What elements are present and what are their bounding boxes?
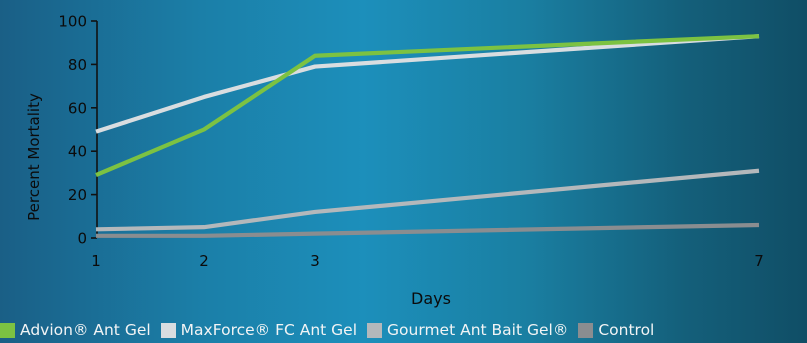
series-line-1 — [95, 34, 760, 178]
legend-swatch — [578, 322, 594, 338]
legend-swatch — [0, 322, 15, 338]
x-tick-label: 1 — [91, 252, 101, 270]
legend-swatch — [160, 322, 176, 338]
legend-label: MaxForce® FC Ant Gel — [180, 321, 358, 339]
legend-label: Control — [598, 321, 655, 339]
y-tick-label: 100 — [58, 13, 87, 31]
chart-legend: Advion® Ant Gel MaxForce® FC Ant Gel Gourm… — [0, 319, 807, 341]
chart-axes: 0 20 40 60 80 100 1 2 3 7 — [58, 13, 763, 271]
series-layer — [95, 34, 760, 238]
series-line-4 — [96, 222, 760, 238]
x-axis-label: Days — [411, 289, 451, 308]
y-tick-label: 60 — [68, 99, 87, 117]
series-line-3 — [95, 168, 760, 232]
series-line-2 — [95, 34, 760, 134]
legend-item: Advion® Ant Gel — [0, 321, 151, 339]
y-tick-label: 40 — [68, 143, 87, 161]
y-tick-label: 20 — [68, 186, 87, 204]
x-tick-label: 2 — [199, 252, 209, 270]
y-tick-label: 80 — [68, 56, 87, 74]
x-tick-label: 7 — [754, 252, 764, 270]
legend-label: Gourmet Ant Bait Gel® — [387, 321, 569, 339]
legend-label: Advion® Ant Gel — [20, 321, 151, 339]
legend-item: MaxForce® FC Ant Gel — [160, 321, 358, 339]
y-tick-label: 0 — [77, 230, 87, 248]
legend-swatch — [367, 322, 383, 338]
y-axis-label: Percent Mortality — [25, 93, 43, 221]
legend-item: Gourmet Ant Bait Gel® — [367, 321, 568, 339]
x-tick-label: 3 — [310, 252, 320, 270]
legend-item: Control — [578, 321, 654, 339]
